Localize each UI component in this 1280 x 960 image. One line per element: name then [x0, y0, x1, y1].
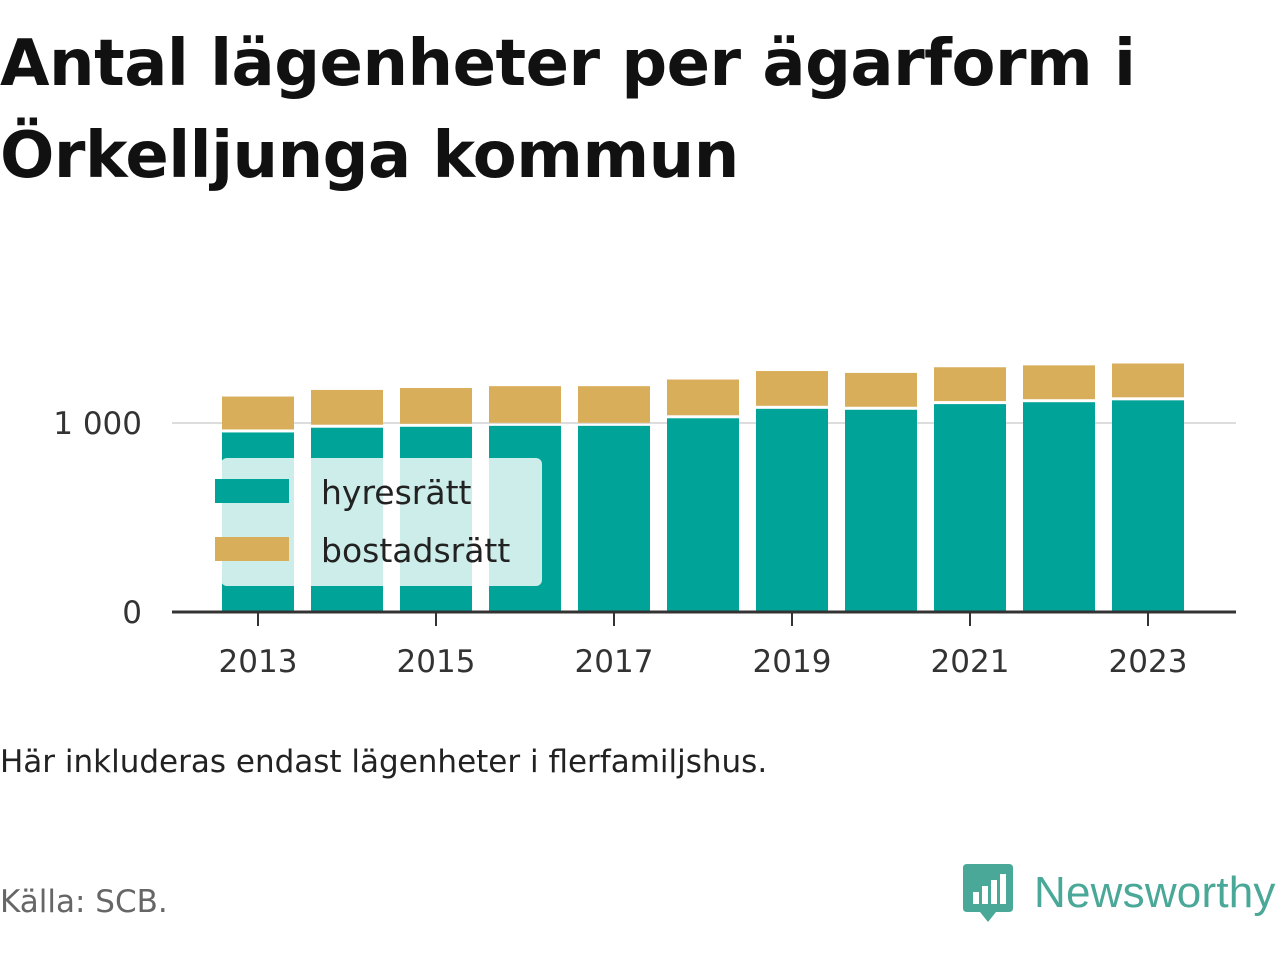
chart-title: Antal lägenheter per ägarform i Örkellju… [0, 27, 1136, 193]
x-tick-label: 2019 [753, 644, 832, 680]
x-axis-ticks: 2013 2015 2017 2019 2021 2023 [219, 612, 1188, 680]
legend-label-bostadsratt: bostadsrätt [321, 531, 510, 570]
legend-swatch-bostadsratt [215, 537, 289, 561]
bar-hyresratt-2022 [1023, 402, 1095, 612]
brand-name: Newsworthy [1034, 868, 1276, 917]
bar-bostadsratt-2014 [311, 389, 383, 425]
legend-label-hyresratt: hyresrätt [321, 473, 472, 512]
bar-bostadsratt-2016 [489, 386, 561, 423]
bar-bostadsratt-2015 [400, 388, 472, 424]
bar-hyresratt-2017 [578, 425, 650, 612]
bar-hyresratt-2019 [756, 408, 828, 612]
y-axis-ticks: 0 1 000 [53, 406, 142, 631]
bar-bostadsratt-2017 [578, 386, 650, 423]
x-tick-label: 2021 [931, 644, 1010, 680]
bar-bostadsratt-2013 [222, 396, 294, 430]
source-note: Källa: SCB. [0, 884, 168, 920]
bar-hyresratt-2021 [934, 404, 1006, 612]
bar-hyresratt-2023 [1112, 400, 1184, 612]
footnote: Här inkluderas endast lägenheter i flerf… [0, 744, 768, 780]
x-tick-label: 2013 [219, 644, 298, 680]
x-tick-label: 2015 [397, 644, 476, 680]
x-tick-label: 2023 [1109, 644, 1188, 680]
legend: hyresrätt bostadsrätt [215, 458, 542, 586]
y-tick-label: 0 [122, 595, 142, 631]
bar-bostadsratt-2021 [934, 367, 1006, 402]
bar-hyresratt-2018 [667, 418, 739, 612]
newsworthy-logo-icon [963, 864, 1013, 922]
legend-background [221, 458, 542, 586]
brand-logo: Newsworthy [962, 862, 1276, 924]
bar-bostadsratt-2022 [1023, 365, 1095, 400]
bar-bostadsratt-2019 [756, 371, 828, 406]
bar-bostadsratt-2020 [845, 372, 917, 407]
bar-bostadsratt-2023 [1112, 363, 1184, 398]
stacked-bar-chart: 2013 2015 2017 2019 2021 2023 0 1 000 hyresrät… [53, 363, 1236, 680]
legend-swatch-hyresratt [215, 479, 289, 503]
bar-hyresratt-2020 [845, 409, 917, 612]
x-tick-label: 2017 [575, 644, 654, 680]
y-tick-label: 1 000 [53, 406, 142, 442]
bar-bostadsratt-2018 [667, 379, 739, 416]
